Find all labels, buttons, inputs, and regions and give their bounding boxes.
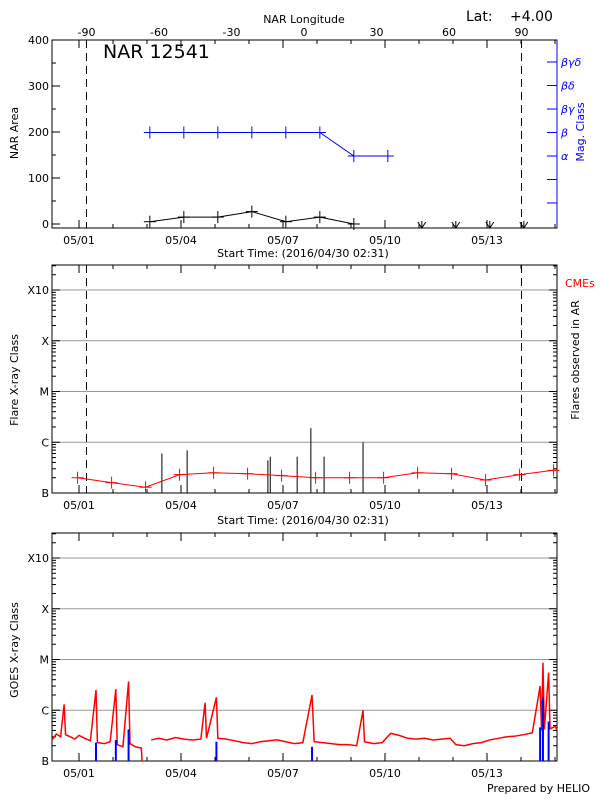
top-x-axis-tick-label: 05/04	[165, 234, 197, 247]
top-panel-frame	[51, 39, 558, 229]
behind-limb-marker	[451, 221, 461, 229]
top-y-axis-label: NAR Area	[8, 107, 21, 159]
middle-y-axis-label: Flare X-ray Class	[8, 334, 21, 426]
top-x-axis-tick-label: 05/01	[63, 234, 95, 247]
middle-y-tick-label: M	[40, 386, 50, 399]
middle-x-axis-tick-label: 05/01	[63, 499, 95, 512]
mag-class-tick-label: βγ	[560, 103, 575, 116]
bottom-x-axis-tick-label: 05/07	[267, 767, 299, 780]
middle-x-axis-tick-label: 05/04	[165, 499, 197, 512]
top-longitude-tick-label: 90	[515, 26, 529, 39]
bottom-x-axis-tick-label: 05/13	[471, 767, 503, 780]
middle-x-axis-tick-label: 05/07	[267, 499, 299, 512]
middle-y-tick-label: X10	[27, 284, 49, 297]
top-axis-label: NAR Longitude	[263, 13, 345, 26]
behind-limb-marker	[417, 221, 427, 229]
middle-panel-frame	[51, 264, 558, 494]
top-y-tick-label: 200	[28, 126, 49, 139]
cme-label: CMEs	[565, 277, 595, 290]
mag-class-line	[149, 132, 388, 157]
middle-x-axis-tick-label: 05/10	[369, 499, 401, 512]
bottom-x-axis-tick-label: 05/04	[165, 767, 197, 780]
behind-limb-marker	[519, 221, 529, 229]
footer-credit: Prepared by HELIO	[487, 782, 590, 795]
top-x-axis-tick-label: 05/13	[471, 234, 503, 247]
latitude-label: Lat:	[466, 9, 493, 25]
top-y2-axis-label: Mag. Class	[574, 102, 587, 161]
top-longitude-tick-label: -90	[77, 26, 95, 39]
top-y-tick-label: 400	[28, 34, 49, 47]
mag-class-tick-label: α	[561, 150, 569, 163]
latitude-value: +4.00	[510, 9, 553, 25]
mag-class-tick-label: β	[560, 127, 568, 140]
middle-y-tick-label: B	[41, 487, 49, 500]
top-longitude-tick-label: -60	[150, 26, 168, 39]
top-x-axis-tick-label: 05/10	[369, 234, 401, 247]
middle-x-axis-tick-label: 05/13	[471, 499, 503, 512]
behind-limb-marker	[485, 221, 495, 229]
middle-y-tick-label: X	[41, 335, 49, 348]
bottom-x-axis-tick-label: 05/10	[369, 767, 401, 780]
bottom-panel-frame	[51, 532, 558, 762]
region-title: NAR 12541	[103, 41, 210, 63]
top-longitude-tick-label: 30	[370, 26, 384, 39]
top-y-tick-label: 300	[28, 80, 49, 93]
bottom-y-tick-label: B	[41, 755, 49, 768]
top-x-axis-label: Start Time: (2016/04/30 02:31)	[217, 247, 389, 260]
goes-flux-line	[151, 662, 558, 747]
middle-y2-axis-label: Flares observed in AR	[569, 300, 582, 420]
top-longitude-tick-label: 0	[301, 26, 308, 39]
bottom-y-tick-label: X10	[27, 552, 49, 565]
top-longitude-tick-label: 60	[442, 26, 456, 39]
bottom-y-axis-label: GOES X-ray Class	[8, 602, 21, 698]
bottom-y-tick-label: M	[40, 654, 50, 667]
goes-flux-line	[51, 681, 143, 762]
bottom-x-axis-tick-label: 05/01	[63, 767, 95, 780]
bottom-y-tick-label: C	[41, 704, 49, 717]
top-y-tick-label: 0	[42, 218, 49, 231]
mag-class-tick-label: βγδ	[560, 56, 582, 69]
middle-x-axis-label: Start Time: (2016/04/30 02:31)	[217, 514, 389, 527]
bottom-y-tick-label: X	[41, 603, 49, 616]
top-y-tick-label: 100	[28, 172, 49, 185]
top-longitude-tick-label: -30	[223, 26, 241, 39]
mag-class-tick-label: βδ	[560, 80, 575, 93]
middle-y-tick-label: C	[41, 436, 49, 449]
top-x-axis-tick-label: 05/07	[267, 234, 299, 247]
